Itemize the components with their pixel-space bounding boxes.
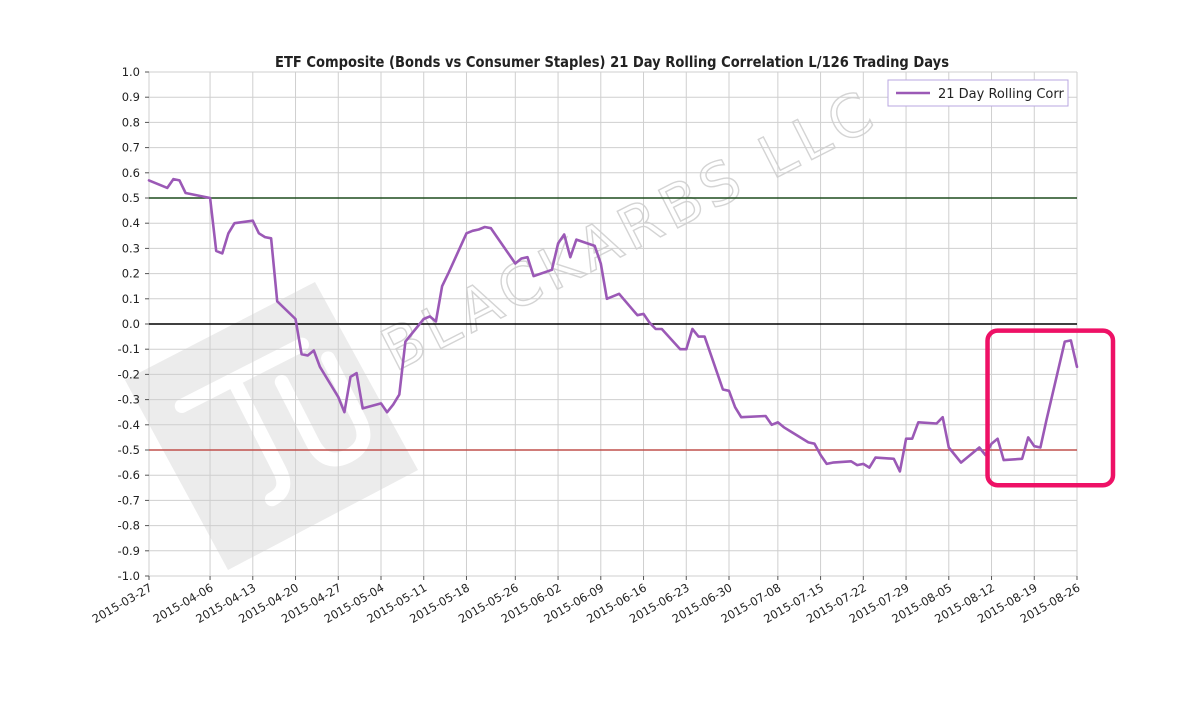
watermark-logo xyxy=(125,282,418,570)
y-tick-label: 0.8 xyxy=(122,115,140,129)
y-axis-ticks: 1.0 0.9 0.8 0.7 0.6 0.5 0.4 0.3 0.2 0.1 0.0 -0.1 -0.… xyxy=(118,65,149,583)
y-tick-label: 0.7 xyxy=(122,141,140,155)
legend: 21 Day Rolling Corr xyxy=(887,79,1069,107)
x-tick-label: 2015-03-27 xyxy=(90,580,155,626)
y-tick-label: 0.1 xyxy=(122,292,140,306)
y-tick-label: -0.5 xyxy=(118,443,140,457)
legend-entry: 21 Day Rolling Corr xyxy=(938,87,1064,102)
highlight-rect xyxy=(985,328,1116,488)
chart-title: ETF Composite (Bonds vs Consumer Staples… xyxy=(275,53,949,71)
y-tick-label: -0.7 xyxy=(118,493,140,507)
y-tick-label: 0.5 xyxy=(122,191,140,205)
y-tick-label: -0.4 xyxy=(118,418,140,432)
y-tick-label: 0.3 xyxy=(122,241,140,255)
x-axis-ticks: 2015-03-272015-04-062015-04-132015-04-20… xyxy=(90,576,1083,626)
y-tick-label: 0.9 xyxy=(122,90,140,104)
y-tick-label: -0.8 xyxy=(118,519,140,533)
y-tick-label: 1.0 xyxy=(122,65,140,79)
y-tick-label: -1.0 xyxy=(118,569,140,583)
y-tick-label: 0.2 xyxy=(122,267,140,281)
y-tick-label: -0.2 xyxy=(118,367,140,381)
y-tick-label: -0.1 xyxy=(118,342,140,356)
y-tick-label: -0.3 xyxy=(118,393,140,407)
y-tick-label: 0.4 xyxy=(122,216,140,230)
highlight-box xyxy=(985,328,1116,488)
reference-lines xyxy=(149,197,1077,451)
y-tick-label: -0.6 xyxy=(118,468,140,482)
y-tick-label: 0.6 xyxy=(122,166,140,180)
series-layer xyxy=(147,177,1079,473)
y-tick-label: -0.9 xyxy=(118,544,140,558)
series-line xyxy=(147,177,1079,473)
y-tick-label: 0.0 xyxy=(122,317,140,331)
